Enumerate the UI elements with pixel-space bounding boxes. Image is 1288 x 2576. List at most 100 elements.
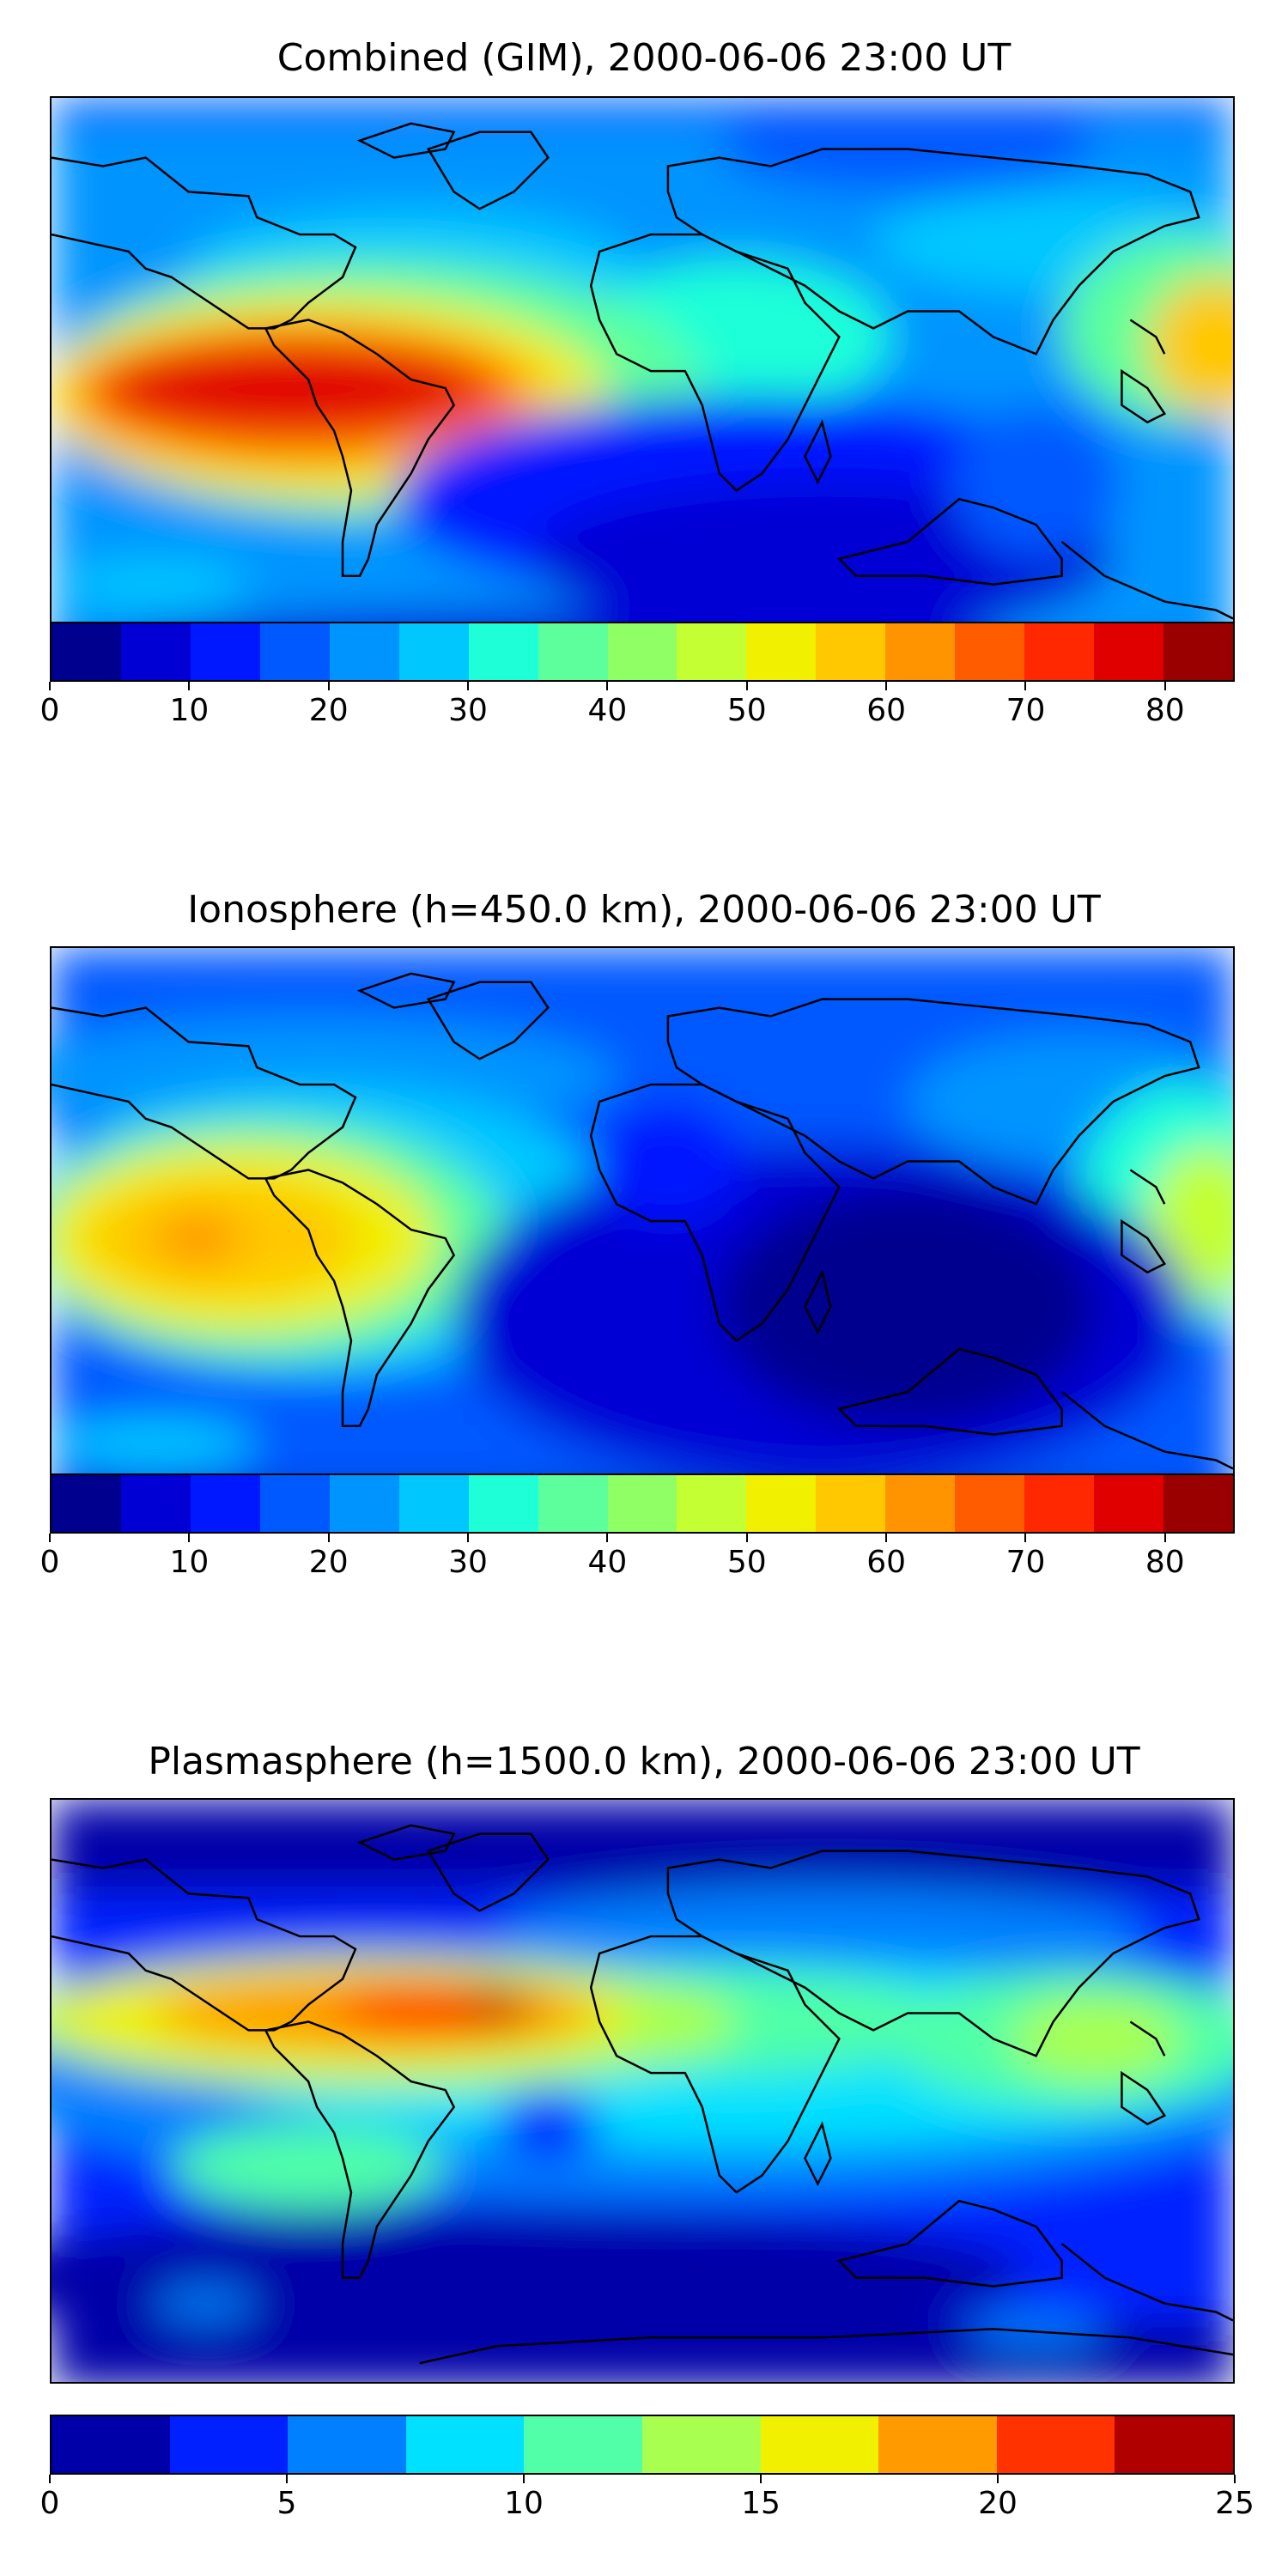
colorbar-tick-label: 40 — [587, 693, 628, 728]
colorbar-tick-label: 40 — [587, 1545, 628, 1580]
colorbar-segment — [398, 623, 469, 680]
colorbar-tick — [188, 682, 191, 690]
colorbar-segment — [329, 1475, 399, 1532]
colorbar-segment — [955, 1475, 1025, 1532]
tec-map-combined — [52, 98, 1233, 680]
colorbar-tick-label: 80 — [1145, 693, 1185, 728]
colorbar-tick-label: 70 — [1005, 1545, 1046, 1580]
colorbar-tick — [745, 1534, 748, 1542]
colorbar-segment — [52, 623, 121, 680]
colorbar-segment — [52, 2416, 170, 2473]
colorbar-segment — [1163, 623, 1233, 680]
map-plasmasphere — [50, 1798, 1235, 2384]
colorbar-tick — [188, 1534, 191, 1542]
colorbar-tick — [885, 682, 888, 690]
colorbar-segment — [878, 2416, 997, 2473]
map-combined — [50, 96, 1235, 682]
colorbar-tick — [49, 1534, 51, 1542]
colorbar-tick — [606, 1534, 609, 1542]
colorbar-tick — [606, 682, 609, 690]
colorbar-tick — [1163, 1534, 1166, 1542]
tec-map-plasmasphere — [52, 1800, 1233, 2382]
colorbar-tick-label: 10 — [504, 2486, 544, 2521]
colorbar-segment — [288, 2416, 406, 2473]
colorbar-segment — [120, 623, 191, 680]
colorbar-tick-label: 80 — [1145, 1545, 1185, 1580]
colorbar-plasmasphere — [50, 2415, 1235, 2475]
colorbar-tick — [327, 1534, 330, 1542]
colorbar-tick-label: 20 — [308, 693, 349, 728]
colorbar-tick-label: 30 — [448, 1545, 488, 1580]
colorbar-tick-label: 50 — [726, 1545, 767, 1580]
colorbar-ticks-ionosphere: 0 10 20 30 40 50 60 70 80 — [40, 1534, 1235, 1585]
colorbar-tick — [997, 2475, 999, 2483]
colorbar-segment — [259, 623, 330, 680]
colorbar-tick — [467, 682, 470, 690]
colorbar-tick — [745, 682, 748, 690]
colorbar-tick-label: 0 — [39, 1545, 60, 1580]
colorbar-tick-label: 30 — [448, 693, 488, 728]
colorbar-tick-label: 70 — [1005, 693, 1046, 728]
colorbar-segment — [1024, 1475, 1095, 1532]
colorbar-tick — [1024, 682, 1027, 690]
colorbar-segment — [746, 623, 817, 680]
colorbar-tick-label: 15 — [741, 2486, 781, 2521]
colorbar-segment — [538, 1475, 608, 1532]
colorbar-ionosphere — [50, 1473, 1235, 1534]
colorbar-segment — [190, 1475, 260, 1532]
colorbar-segment — [1163, 1475, 1233, 1532]
colorbar-segment — [816, 623, 886, 680]
colorbar-segment — [677, 1475, 747, 1532]
colorbar-segment — [468, 623, 538, 680]
colorbar-segment — [398, 1475, 469, 1532]
colorbar-tick — [286, 2475, 288, 2483]
colorbar-segment — [169, 2416, 289, 2473]
colorbar-segment — [996, 2416, 1115, 2473]
colorbar-segment — [607, 623, 677, 680]
colorbar-segment — [468, 1475, 538, 1532]
colorbar-segment — [1094, 1475, 1163, 1532]
colorbar-segment — [405, 2416, 525, 2473]
colorbar-segment — [1024, 623, 1095, 680]
colorbar-segment — [760, 2416, 879, 2473]
colorbar-tick — [467, 1534, 470, 1542]
colorbar-segment — [746, 1475, 817, 1532]
colorbar-segment — [538, 623, 608, 680]
colorbar-tick-label: 0 — [39, 693, 60, 728]
colorbar-tick — [1234, 2475, 1236, 2483]
colorbar-segment — [259, 1475, 330, 1532]
colorbar-segment — [885, 623, 956, 680]
colorbar-ticks-combined: 0 10 20 30 40 50 60 70 80 — [40, 682, 1235, 733]
colorbar-segment — [1115, 2416, 1233, 2473]
colorbar-tick — [885, 1534, 888, 1542]
panel-title-plasmasphere: Plasmasphere (h=1500.0 km), 2000-06-06 2… — [148, 1740, 1140, 1783]
colorbar-tick-label: 60 — [866, 693, 907, 728]
colorbar-tick — [49, 682, 51, 690]
colorbar-tick — [327, 682, 330, 690]
panel-title-combined: Combined (GIM), 2000-06-06 23:00 UT — [276, 36, 1012, 80]
colorbar-tick-label: 10 — [169, 1545, 210, 1580]
colorbar-tick-label: 50 — [726, 693, 767, 728]
colorbar-tick-label: 60 — [866, 1545, 907, 1580]
colorbar-tick — [1163, 682, 1166, 690]
colorbar-tick — [1024, 1534, 1027, 1542]
map-ionosphere — [50, 946, 1235, 1532]
colorbar-ticks-plasmasphere: 0 5 10 15 20 25 — [40, 2475, 1255, 2526]
panel-title-ionosphere: Ionosphere (h=450.0 km), 2000-06-06 23:0… — [187, 888, 1101, 932]
colorbar-tick — [49, 2475, 51, 2483]
colorbar-segment — [641, 2416, 761, 2473]
colorbar-segment — [190, 623, 260, 680]
colorbar-segment — [524, 2416, 642, 2473]
colorbar-segment — [52, 1475, 121, 1532]
colorbar-tick-label: 5 — [276, 2486, 297, 2521]
coastlines — [52, 1824, 1233, 2365]
colorbar-tick — [523, 2475, 525, 2483]
colorbar-segment — [955, 623, 1025, 680]
colorbar-segment — [677, 623, 747, 680]
colorbar-tick-label: 20 — [308, 1545, 349, 1580]
colorbar-tick-label: 20 — [978, 2486, 1018, 2521]
colorbar-tick — [760, 2475, 762, 2483]
colorbar-tick-label: 25 — [1215, 2486, 1255, 2521]
colorbar-segment — [816, 1475, 886, 1532]
colorbar-segment — [607, 1475, 677, 1532]
